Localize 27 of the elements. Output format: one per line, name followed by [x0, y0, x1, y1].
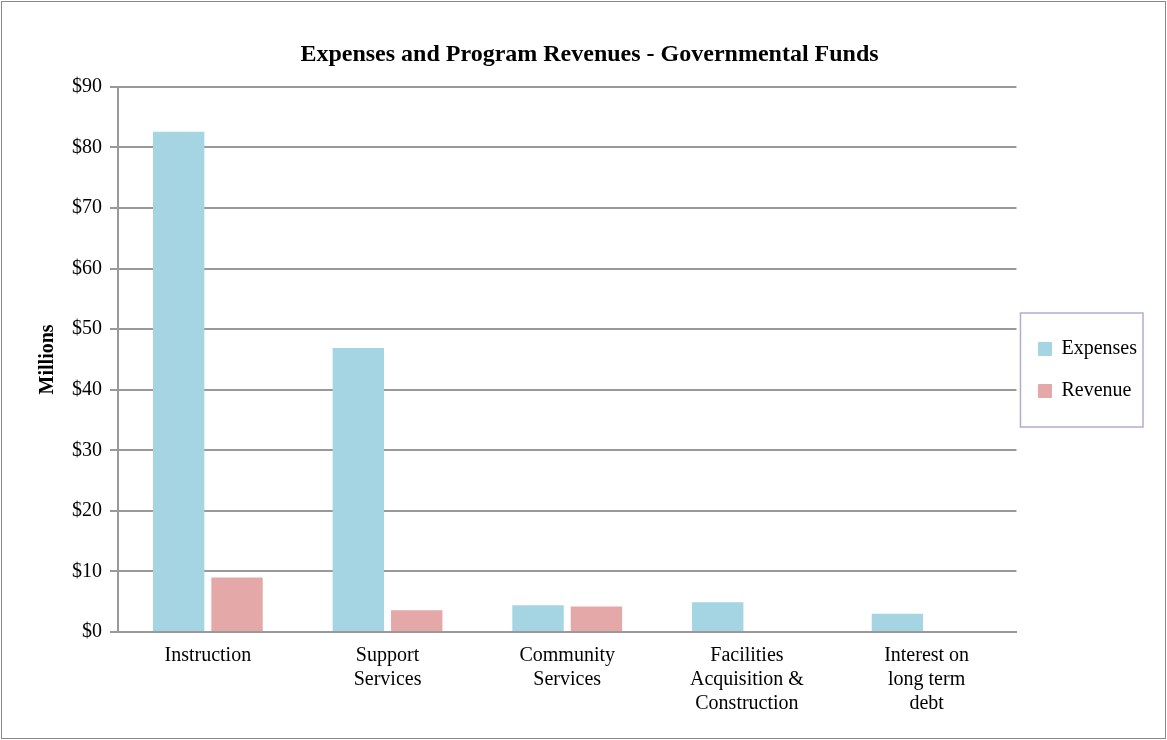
- y-tick-label: $40: [72, 376, 102, 399]
- y-tick-label: $50: [72, 316, 102, 339]
- x-tick-label: Community Services: [519, 643, 616, 690]
- y-tick-label: $80: [72, 134, 102, 157]
- y-tick-label: $30: [72, 437, 102, 460]
- x-tick-label: Facilities Acquisition & Construction: [689, 643, 805, 714]
- bar: [391, 610, 443, 631]
- y-tick-label: $60: [72, 255, 102, 278]
- x-tick-label: Support Services: [353, 643, 422, 690]
- bar: [152, 131, 205, 631]
- y-tick-label: $90: [72, 74, 102, 97]
- y-axis-title: Millions: [35, 324, 58, 395]
- bar: [332, 347, 385, 631]
- y-tick-label: $70: [72, 195, 102, 218]
- legend-label: Expenses: [1061, 336, 1138, 360]
- bar: [570, 606, 623, 631]
- x-tick-label: Interest on long term debt: [884, 643, 970, 714]
- y-tick-label: $10: [72, 558, 102, 581]
- chart-title: Expenses and Program Revenues - Governmental Funds: [300, 39, 879, 66]
- x-tick-label: Instruction: [164, 643, 252, 666]
- y-tick-label: $0: [82, 619, 102, 642]
- bar: [871, 613, 924, 631]
- legend-label: Revenue: [1061, 378, 1132, 401]
- bar: [211, 577, 263, 631]
- bar: [692, 602, 744, 631]
- bar: [512, 605, 564, 631]
- y-tick-label: $20: [72, 498, 102, 521]
